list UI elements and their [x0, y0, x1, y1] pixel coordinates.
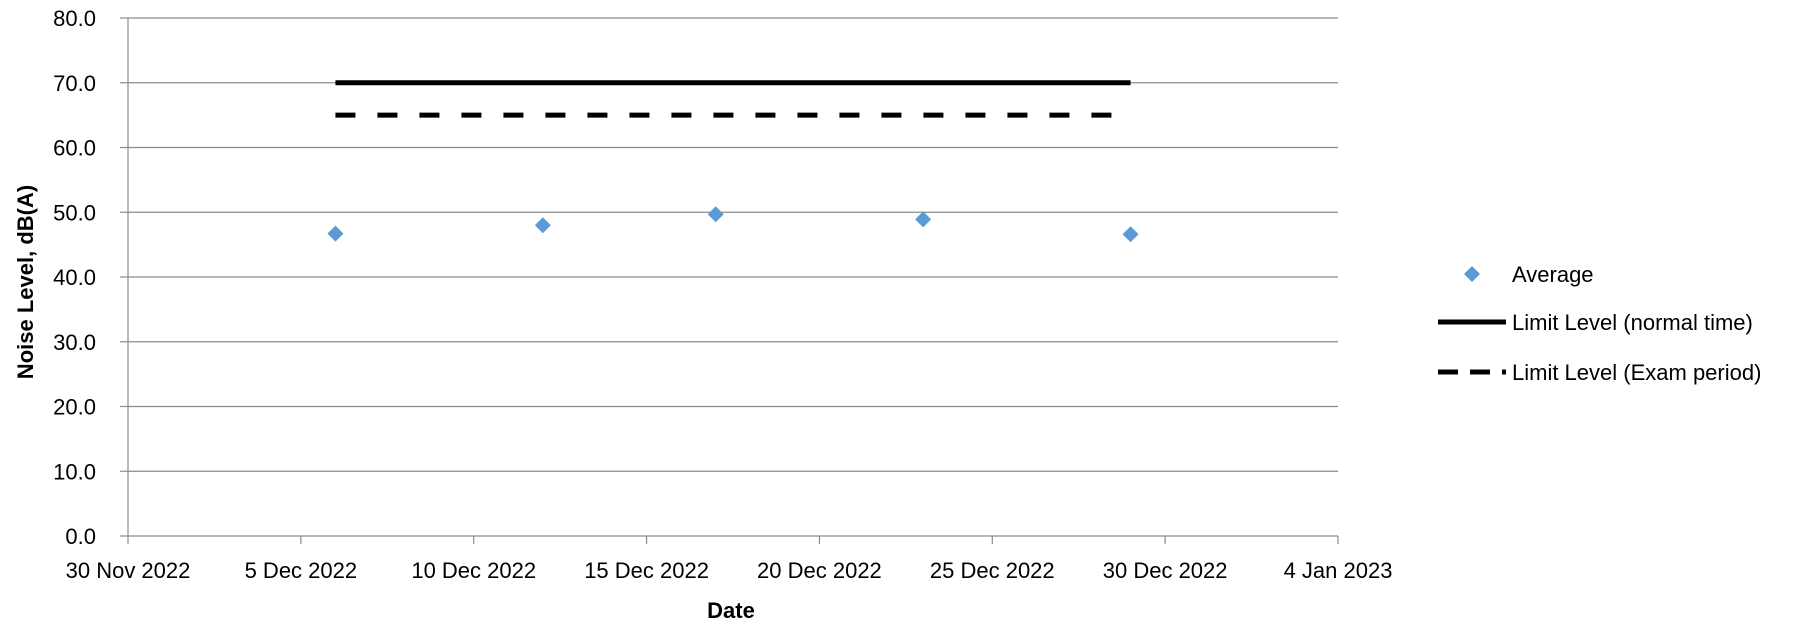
x-tick-label: 30 Dec 2022 [1103, 558, 1228, 583]
legend-label: Average [1512, 262, 1594, 287]
y-tick-label: 40.0 [53, 265, 96, 290]
y-tick-label: 80.0 [53, 6, 96, 31]
y-tick-label: 70.0 [53, 71, 96, 96]
average-point [915, 211, 932, 228]
average-point [1122, 226, 1139, 243]
average-point [534, 217, 551, 234]
y-tick-label: 50.0 [53, 200, 96, 225]
y-tick-label: 0.0 [65, 524, 96, 549]
y-tick-label: 20.0 [53, 395, 96, 420]
legend-marker-average [1464, 266, 1480, 282]
legend-label: Limit Level (normal time) [1512, 310, 1753, 335]
legend-label: Limit Level (Exam period) [1512, 360, 1761, 385]
axes [120, 17, 1339, 544]
series [327, 80, 1139, 243]
gridlines [128, 17, 1338, 472]
x-tick-label: 30 Nov 2022 [66, 558, 191, 583]
x-tick-label: 4 Jan 2023 [1284, 558, 1393, 583]
y-tick-label: 60.0 [53, 136, 96, 161]
y-axis-title: Noise Level, dB(A) [13, 185, 38, 379]
y-tick-label: 10.0 [53, 459, 96, 484]
average-point [327, 225, 344, 242]
x-axis-title: Date [707, 598, 755, 623]
tick-labels: 0.0 10.0 20.0 30.0 40.0 50.0 60.0 70.0 80.0 30 No… [53, 6, 1392, 583]
x-tick-label: 20 Dec 2022 [757, 558, 882, 583]
y-tick-label: 30.0 [53, 330, 96, 355]
average-point [707, 206, 724, 223]
x-tick-label: 10 Dec 2022 [411, 558, 536, 583]
legend: Average Limit Level (normal time) Limit Le… [1438, 262, 1761, 385]
x-tick-label: 15 Dec 2022 [584, 558, 709, 583]
x-tick-label: 5 Dec 2022 [245, 558, 358, 583]
x-tick-label: 25 Dec 2022 [930, 558, 1055, 583]
